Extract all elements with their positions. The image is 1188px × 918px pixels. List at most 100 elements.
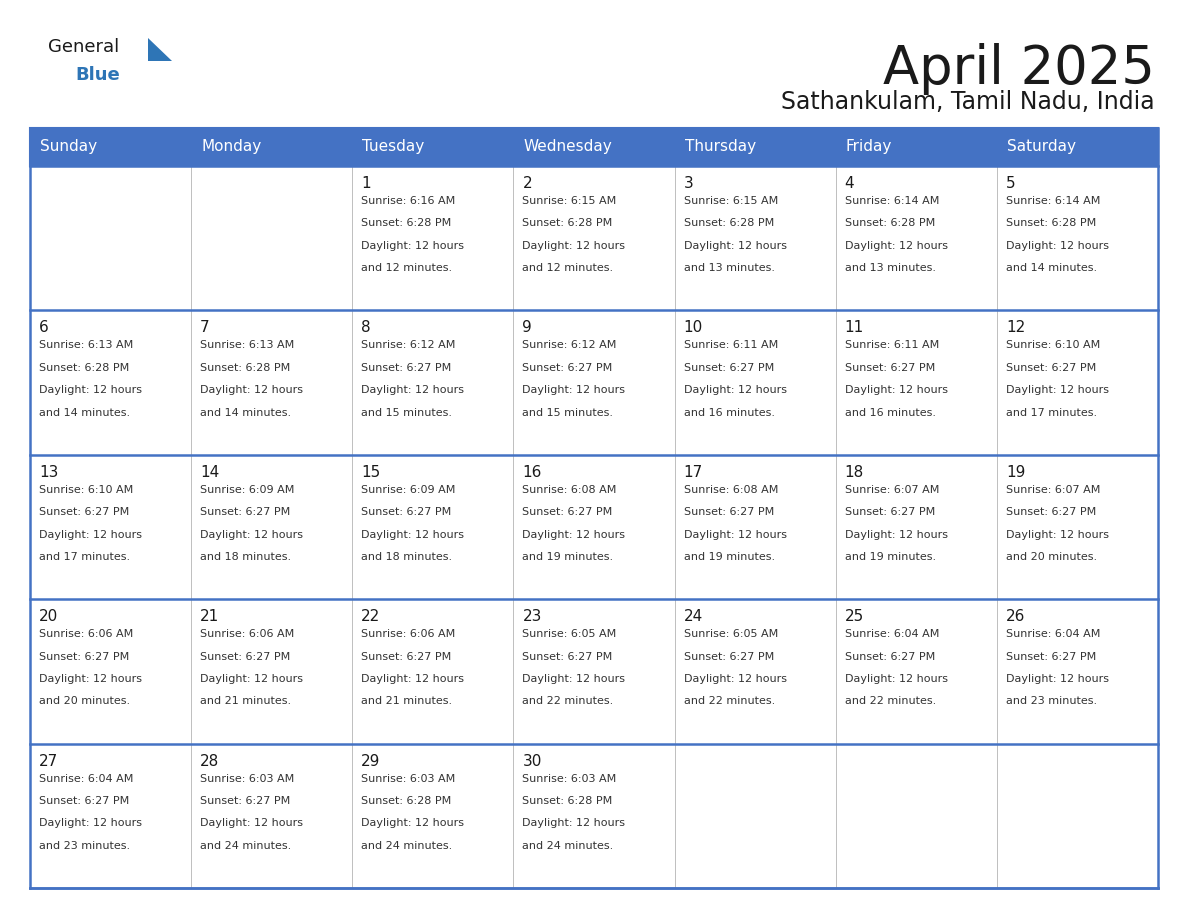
- Bar: [675, 310, 835, 454]
- Text: Daylight: 12 hours: Daylight: 12 hours: [1006, 530, 1108, 540]
- Text: Daylight: 12 hours: Daylight: 12 hours: [523, 674, 625, 684]
- Bar: [30, 166, 191, 310]
- Bar: [191, 310, 353, 454]
- Text: Daylight: 12 hours: Daylight: 12 hours: [361, 241, 465, 251]
- Text: 1: 1: [361, 176, 371, 191]
- Text: Sunset: 6:28 PM: Sunset: 6:28 PM: [523, 796, 613, 806]
- Text: Daylight: 12 hours: Daylight: 12 hours: [845, 674, 948, 684]
- Text: 29: 29: [361, 754, 380, 768]
- Text: Sunrise: 6:08 AM: Sunrise: 6:08 AM: [523, 485, 617, 495]
- Text: Daylight: 12 hours: Daylight: 12 hours: [361, 530, 465, 540]
- Text: Sunday: Sunday: [40, 139, 97, 153]
- Text: Daylight: 12 hours: Daylight: 12 hours: [361, 386, 465, 395]
- Bar: [191, 599, 353, 744]
- Text: Sunset: 6:27 PM: Sunset: 6:27 PM: [39, 507, 129, 517]
- Text: Sunrise: 6:04 AM: Sunrise: 6:04 AM: [1006, 629, 1100, 639]
- Bar: [997, 128, 1158, 166]
- Bar: [835, 166, 997, 310]
- Text: 10: 10: [683, 320, 703, 335]
- Text: and 18 minutes.: and 18 minutes.: [200, 552, 291, 562]
- Bar: [30, 128, 1158, 166]
- Bar: [191, 128, 353, 166]
- Text: 23: 23: [523, 610, 542, 624]
- Text: 17: 17: [683, 465, 703, 480]
- Text: Sunrise: 6:10 AM: Sunrise: 6:10 AM: [39, 485, 133, 495]
- Text: Sunrise: 6:10 AM: Sunrise: 6:10 AM: [1006, 341, 1100, 351]
- Text: 20: 20: [39, 610, 58, 624]
- Text: 9: 9: [523, 320, 532, 335]
- Text: Sunset: 6:27 PM: Sunset: 6:27 PM: [523, 363, 613, 373]
- Text: Sunrise: 6:15 AM: Sunrise: 6:15 AM: [683, 196, 778, 206]
- Text: 30: 30: [523, 754, 542, 768]
- Text: Sunset: 6:27 PM: Sunset: 6:27 PM: [845, 507, 935, 517]
- Text: Sunset: 6:28 PM: Sunset: 6:28 PM: [200, 363, 290, 373]
- Bar: [191, 744, 353, 888]
- Text: Monday: Monday: [201, 139, 261, 153]
- Text: Sunset: 6:27 PM: Sunset: 6:27 PM: [200, 652, 290, 662]
- Text: 3: 3: [683, 176, 694, 191]
- Text: 28: 28: [200, 754, 220, 768]
- Text: Sunrise: 6:13 AM: Sunrise: 6:13 AM: [39, 341, 133, 351]
- Text: 12: 12: [1006, 320, 1025, 335]
- Text: and 14 minutes.: and 14 minutes.: [1006, 263, 1097, 274]
- Text: Daylight: 12 hours: Daylight: 12 hours: [1006, 241, 1108, 251]
- Text: and 16 minutes.: and 16 minutes.: [683, 408, 775, 418]
- Text: 26: 26: [1006, 610, 1025, 624]
- Bar: [675, 744, 835, 888]
- Text: Blue: Blue: [75, 66, 120, 84]
- Text: Sunset: 6:28 PM: Sunset: 6:28 PM: [523, 218, 613, 229]
- Text: Sunset: 6:28 PM: Sunset: 6:28 PM: [683, 218, 773, 229]
- Text: April 2025: April 2025: [883, 43, 1155, 95]
- Text: and 19 minutes.: and 19 minutes.: [845, 552, 936, 562]
- Text: Sunset: 6:27 PM: Sunset: 6:27 PM: [683, 363, 773, 373]
- Text: Sunset: 6:27 PM: Sunset: 6:27 PM: [523, 652, 613, 662]
- Text: 7: 7: [200, 320, 210, 335]
- Text: Daylight: 12 hours: Daylight: 12 hours: [845, 386, 948, 395]
- Text: and 24 minutes.: and 24 minutes.: [200, 841, 291, 851]
- Text: 5: 5: [1006, 176, 1016, 191]
- Bar: [835, 744, 997, 888]
- Text: Daylight: 12 hours: Daylight: 12 hours: [39, 386, 143, 395]
- Text: Sunrise: 6:14 AM: Sunrise: 6:14 AM: [1006, 196, 1100, 206]
- Bar: [997, 454, 1158, 599]
- Bar: [835, 310, 997, 454]
- Text: Sunset: 6:27 PM: Sunset: 6:27 PM: [1006, 363, 1097, 373]
- Text: Sunrise: 6:03 AM: Sunrise: 6:03 AM: [361, 774, 455, 784]
- Bar: [835, 128, 997, 166]
- Bar: [675, 128, 835, 166]
- Text: and 17 minutes.: and 17 minutes.: [1006, 408, 1097, 418]
- Bar: [513, 744, 675, 888]
- Bar: [997, 310, 1158, 454]
- Bar: [353, 744, 513, 888]
- Text: Daylight: 12 hours: Daylight: 12 hours: [523, 818, 625, 828]
- Bar: [30, 128, 191, 166]
- Text: 27: 27: [39, 754, 58, 768]
- Text: Daylight: 12 hours: Daylight: 12 hours: [845, 241, 948, 251]
- Text: Sunset: 6:28 PM: Sunset: 6:28 PM: [1006, 218, 1097, 229]
- Polygon shape: [148, 38, 172, 61]
- Text: Sunrise: 6:03 AM: Sunrise: 6:03 AM: [523, 774, 617, 784]
- Text: and 20 minutes.: and 20 minutes.: [1006, 552, 1097, 562]
- Text: Sunset: 6:28 PM: Sunset: 6:28 PM: [845, 218, 935, 229]
- Text: and 20 minutes.: and 20 minutes.: [39, 697, 131, 706]
- Text: Sunrise: 6:06 AM: Sunrise: 6:06 AM: [200, 629, 295, 639]
- Text: 16: 16: [523, 465, 542, 480]
- Text: Daylight: 12 hours: Daylight: 12 hours: [39, 530, 143, 540]
- Text: and 19 minutes.: and 19 minutes.: [683, 552, 775, 562]
- Text: and 23 minutes.: and 23 minutes.: [39, 841, 131, 851]
- Text: Daylight: 12 hours: Daylight: 12 hours: [361, 818, 465, 828]
- Text: Sunset: 6:28 PM: Sunset: 6:28 PM: [361, 796, 451, 806]
- Text: General: General: [48, 38, 119, 56]
- Text: 11: 11: [845, 320, 864, 335]
- Bar: [30, 454, 191, 599]
- Text: 13: 13: [39, 465, 58, 480]
- Text: Daylight: 12 hours: Daylight: 12 hours: [683, 674, 786, 684]
- Text: and 18 minutes.: and 18 minutes.: [361, 552, 453, 562]
- Text: Wednesday: Wednesday: [524, 139, 612, 153]
- Text: Sunset: 6:27 PM: Sunset: 6:27 PM: [845, 652, 935, 662]
- Text: Sunrise: 6:03 AM: Sunrise: 6:03 AM: [200, 774, 295, 784]
- Text: 21: 21: [200, 610, 220, 624]
- Bar: [191, 166, 353, 310]
- Bar: [835, 454, 997, 599]
- Text: 4: 4: [845, 176, 854, 191]
